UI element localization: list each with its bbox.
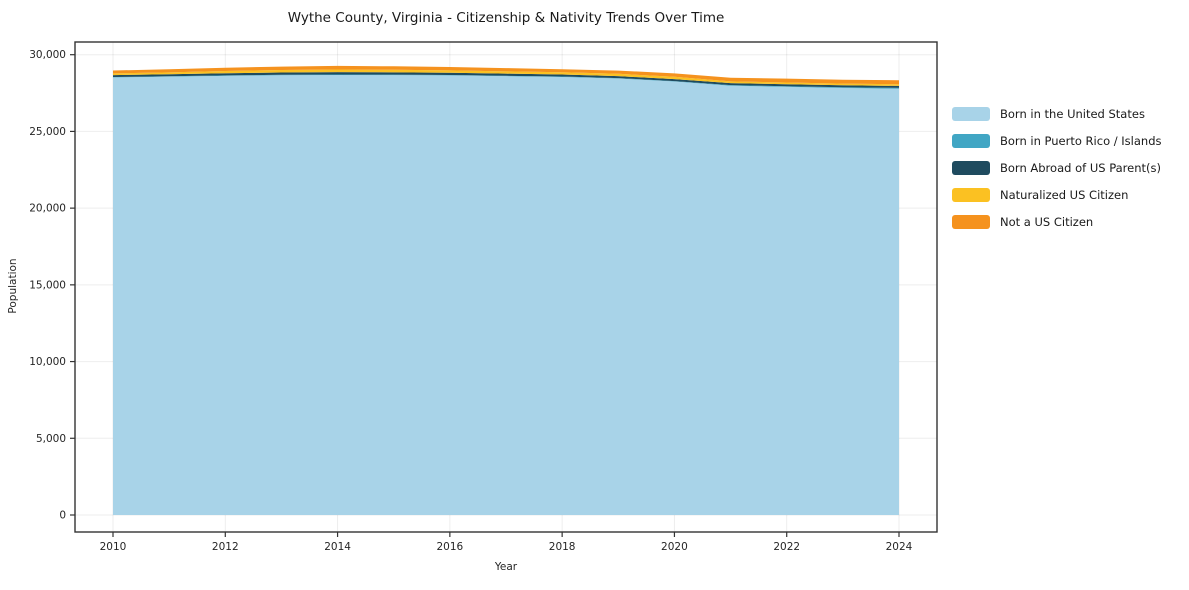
y-tick-label: 10,000 [29,356,66,368]
legend-swatch-not-citizen [952,214,990,229]
area-series-0 [113,74,899,515]
legend-label: Born in Puerto Rico / Islands [1000,133,1162,148]
y-axis-label: Population [7,258,19,314]
area-series-2 [113,72,899,88]
legend-label: Naturalized US Citizen [1000,187,1129,202]
x-tick-label: 2014 [324,541,351,553]
x-axis-label: Year [494,561,518,573]
legend-item: Born Abroad of US Parent(s) [952,154,1187,181]
legend-swatch-puerto-rico [952,133,990,148]
legend-swatch-naturalized [952,187,990,202]
legend-swatch-born-abroad [952,160,990,175]
x-tick-label: 2022 [773,541,800,553]
x-tick-label: 2018 [549,541,576,553]
chart-title: Wythe County, Virginia - Citizenship & N… [287,10,725,26]
legend-swatch-born-us [952,106,990,121]
y-tick-label: 30,000 [29,49,66,61]
x-tick-label: 2024 [886,541,913,553]
area-series-1 [113,74,899,89]
legend-item: Born in the United States [952,100,1187,127]
y-tick-label: 5,000 [36,433,66,445]
y-tick-label: 25,000 [29,126,66,138]
y-tick-label: 20,000 [29,203,66,215]
y-tick-label: 0 [59,510,66,522]
plot-border [74,41,938,533]
legend-item: Naturalized US Citizen [952,181,1187,208]
legend-label: Born Abroad of US Parent(s) [1000,160,1161,175]
area-series-3 [113,69,899,86]
legend-item: Not a US Citizen [952,208,1187,235]
y-tick-label: 15,000 [29,279,66,291]
x-tick-label: 2012 [212,541,239,553]
x-tick-label: 2016 [436,541,463,553]
x-tick-label: 2010 [100,541,127,553]
area-series-4 [113,65,899,85]
legend-item: Born in Puerto Rico / Islands [952,127,1187,154]
x-tick-label: 2020 [661,541,688,553]
legend: Born in the United States Born in Puerto… [952,100,1187,235]
legend-label: Born in the United States [1000,106,1145,121]
legend-label: Not a US Citizen [1000,214,1094,229]
